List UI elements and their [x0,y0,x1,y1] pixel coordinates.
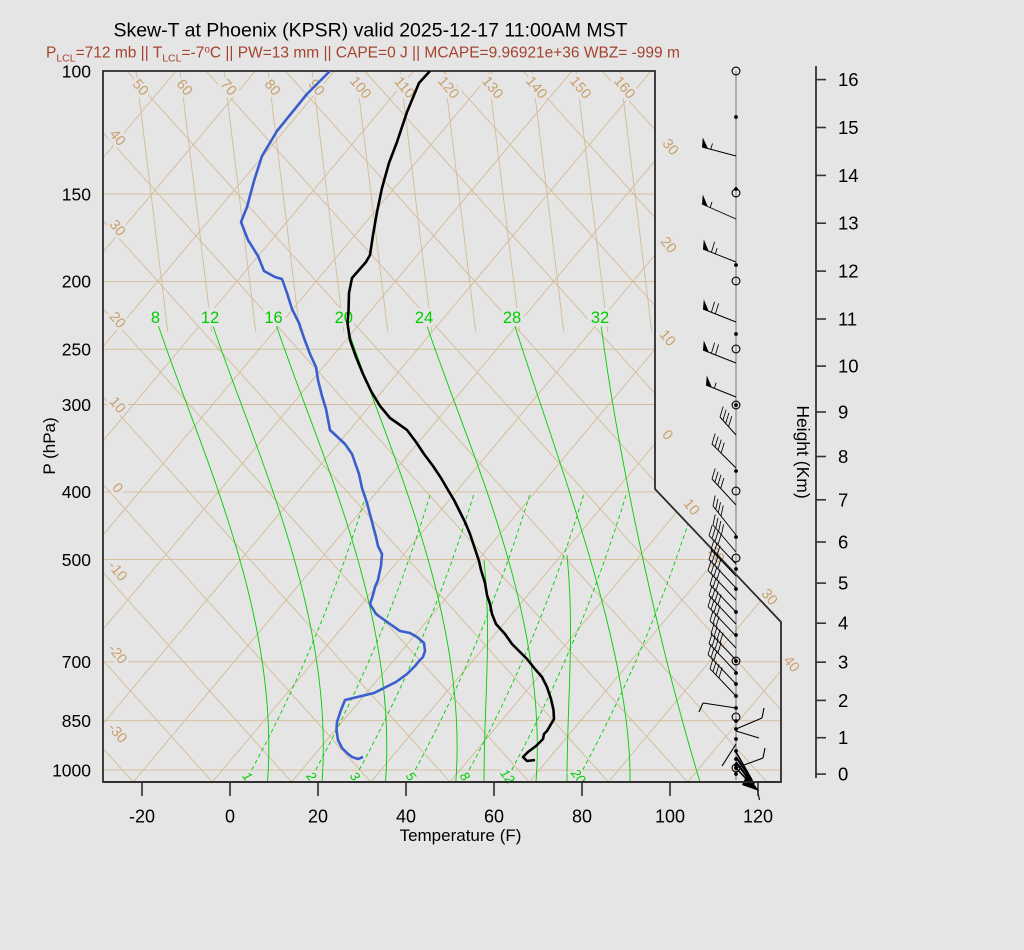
svg-text:40: 40 [396,807,416,827]
svg-text:1: 1 [838,727,848,748]
svg-text:60: 60 [484,807,504,827]
svg-text:7: 7 [838,489,848,510]
svg-text:700: 700 [62,652,91,672]
svg-text:12: 12 [838,261,859,282]
svg-text:15: 15 [838,117,859,138]
svg-text:11: 11 [838,309,857,330]
svg-text:850: 850 [62,711,91,731]
svg-text:-20: -20 [129,807,155,827]
svg-text:13: 13 [838,213,859,234]
svg-text:16: 16 [264,309,282,327]
svg-text:8: 8 [838,446,848,467]
svg-text:16: 16 [838,69,859,90]
svg-text:32: 32 [591,309,609,327]
svg-text:100: 100 [655,807,685,827]
svg-text:12: 12 [201,309,219,327]
svg-text:4: 4 [838,613,848,634]
svg-text:8: 8 [151,309,160,327]
svg-text:2: 2 [838,690,848,711]
svg-text:300: 300 [62,395,91,415]
svg-text:Skew-T at Phoenix (KPSR) valid: Skew-T at Phoenix (KPSR) valid 2025-12-1… [113,20,627,42]
svg-text:6: 6 [838,532,848,553]
svg-text:20: 20 [308,807,328,827]
svg-text:1000: 1000 [52,760,91,780]
svg-text:Temperature (F): Temperature (F) [400,826,522,845]
svg-text:200: 200 [62,272,91,292]
svg-text:120: 120 [743,807,773,827]
svg-text:250: 250 [62,340,91,360]
svg-text:10: 10 [838,356,859,377]
svg-text:3: 3 [838,652,848,673]
svg-text:9: 9 [838,402,848,423]
svg-text:0: 0 [838,764,848,785]
svg-text:500: 500 [62,550,91,570]
svg-text:400: 400 [62,482,91,502]
svg-text:0: 0 [225,807,235,827]
svg-text:24: 24 [415,309,433,327]
svg-text:5: 5 [838,573,848,594]
svg-text:150: 150 [62,184,91,204]
svg-text:14: 14 [838,165,859,186]
svg-text:20: 20 [335,309,353,327]
svg-text:80: 80 [572,807,592,827]
svg-text:100: 100 [62,61,91,81]
svg-text:P (hPa): P (hPa) [40,417,59,474]
svg-text:Height (Km): Height (Km) [793,405,813,498]
svg-text:28: 28 [503,309,521,327]
